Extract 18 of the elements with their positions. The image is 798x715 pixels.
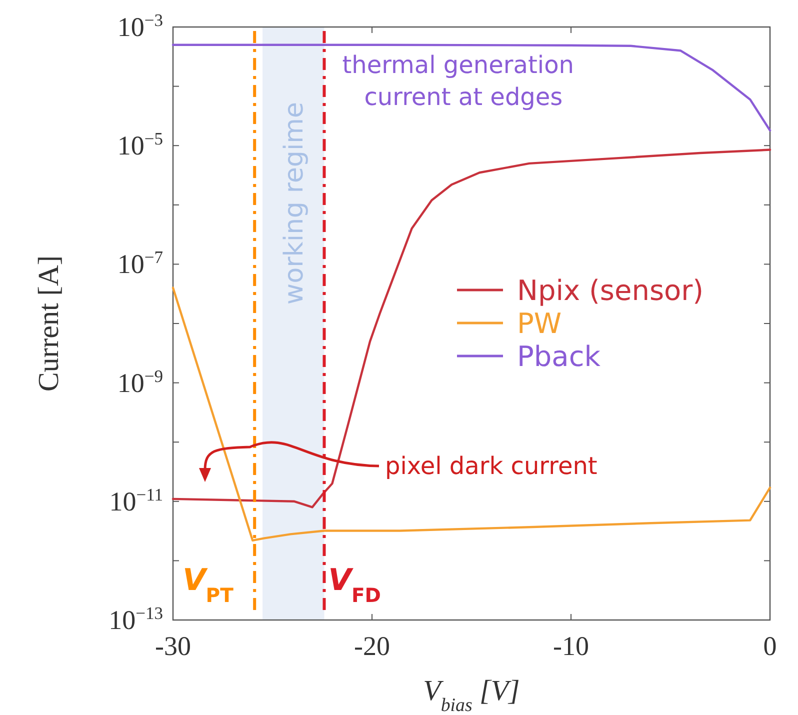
x-axis-title: V$_{bias}$ [V] [423, 675, 520, 715]
y-axis-title: Current [A] [33, 255, 65, 392]
y-tick-label: 10$^{−3}$ [117, 10, 164, 42]
annotation: thermal generation current at edges [342, 50, 574, 111]
legend-label: Npix (sensor) [517, 274, 704, 307]
x-tick-label: -10 [553, 631, 589, 661]
legend-label: PW [517, 307, 562, 340]
ref-line-label: V$_{FD}$ [328, 563, 381, 606]
y-tick-label: 10$^{−7}$ [117, 247, 164, 280]
x-tick-label: -20 [354, 631, 390, 661]
y-tick-label: 10$^{−11}$ [109, 484, 163, 516]
y-tick-label: 10$^{−9}$ [117, 366, 164, 398]
y-tick-label: 10$^{−5}$ [117, 128, 164, 161]
legend-label: Pback [517, 340, 602, 373]
annotation: pixel dark current [385, 452, 598, 480]
x-tick-label: 0 [763, 631, 777, 661]
band-label: working regime [279, 102, 310, 305]
ref-line-label: V$_{PT}$ [182, 563, 234, 606]
